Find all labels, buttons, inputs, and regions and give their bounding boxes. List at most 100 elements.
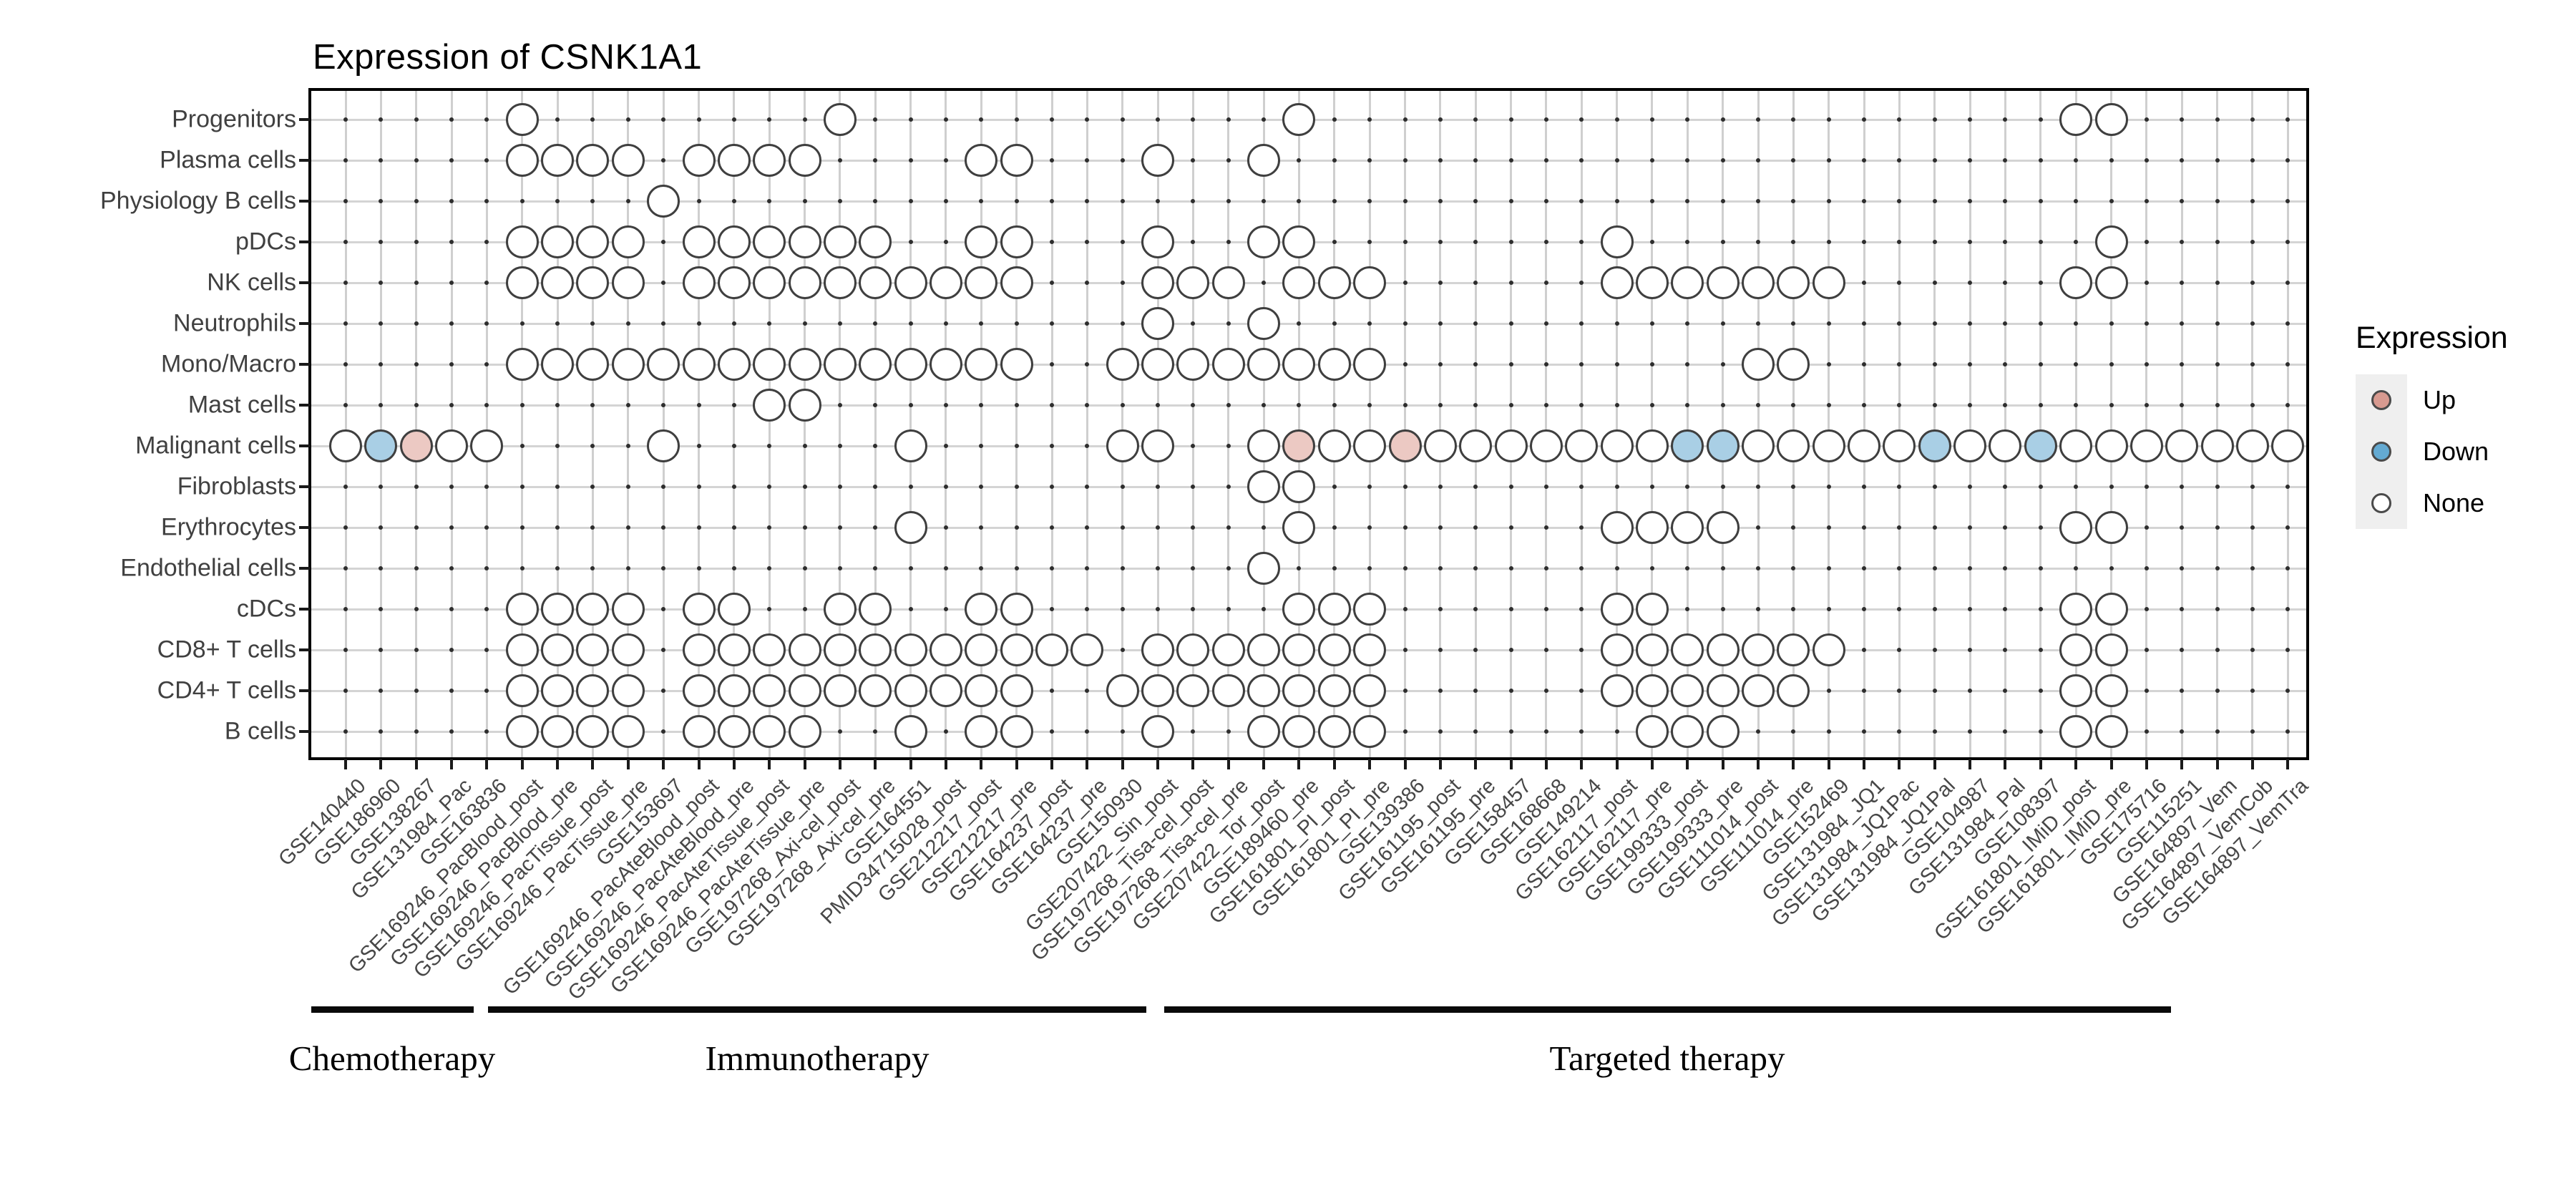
- x-axis-tick: [2074, 759, 2078, 769]
- data-dot-none: [576, 593, 610, 626]
- grid-line-vertical: [1050, 91, 1053, 757]
- grid-intersection-dot: [1402, 117, 1407, 122]
- grid-intersection-dot: [1685, 566, 1690, 570]
- grid-intersection-dot: [1791, 321, 1796, 326]
- grid-intersection-dot: [2285, 158, 2290, 162]
- grid-intersection-dot: [1367, 240, 1372, 244]
- grid-intersection-dot: [1085, 607, 1090, 611]
- y-axis-tick: [299, 363, 310, 366]
- grid-intersection-dot: [414, 403, 419, 407]
- grid-intersection-dot: [519, 199, 525, 203]
- grid-intersection-dot: [908, 403, 913, 407]
- y-axis-tick: [299, 404, 310, 407]
- grid-intersection-dot: [661, 240, 666, 244]
- grid-line-vertical: [1968, 91, 1971, 757]
- grid-intersection-dot: [1191, 321, 1196, 326]
- grid-intersection-dot: [2109, 403, 2114, 407]
- grid-intersection-dot: [2215, 607, 2220, 611]
- y-axis-label: pDCs: [235, 228, 296, 256]
- grid-intersection-dot: [555, 403, 560, 407]
- grid-intersection-dot: [1332, 158, 1337, 162]
- grid-intersection-dot: [1862, 607, 1867, 611]
- grid-line-vertical: [485, 91, 488, 757]
- grid-intersection-dot: [1402, 729, 1407, 734]
- y-axis-label: Erythrocytes: [161, 513, 296, 541]
- grid-intersection-dot: [1226, 403, 1231, 407]
- grid-intersection-dot: [1579, 648, 1584, 652]
- data-dot-none: [1247, 307, 1281, 340]
- grid-intersection-dot: [1191, 199, 1196, 203]
- grid-intersection-dot: [1508, 199, 1513, 203]
- grid-intersection-dot: [2003, 525, 2008, 530]
- data-dot-none: [859, 593, 892, 626]
- data-dot-none: [929, 633, 962, 666]
- data-dot-none: [1423, 429, 1457, 462]
- data-dot-none: [1353, 348, 1387, 381]
- grid-intersection-dot: [1791, 525, 1796, 530]
- grid-intersection-dot: [1543, 403, 1548, 407]
- grid-intersection-dot: [1932, 362, 1937, 366]
- grid-intersection-dot: [625, 485, 630, 489]
- data-dot-none: [1742, 266, 1775, 299]
- data-dot-none: [1211, 266, 1245, 299]
- grid-intersection-dot: [1579, 321, 1584, 326]
- grid-intersection-dot: [1897, 566, 1902, 570]
- y-axis-tick: [299, 567, 310, 570]
- grid-intersection-dot: [1367, 117, 1372, 122]
- grid-intersection-dot: [1720, 485, 1725, 489]
- legend-item-label: Down: [2423, 437, 2489, 466]
- grid-intersection-dot: [2180, 117, 2185, 122]
- grid-intersection-dot: [343, 240, 348, 244]
- data-dot-none: [965, 593, 998, 626]
- grid-line-vertical: [2074, 91, 2077, 757]
- data-dot-none: [717, 593, 751, 626]
- grid-intersection-dot: [1050, 281, 1054, 285]
- grid-intersection-dot: [343, 158, 348, 162]
- grid-intersection-dot: [2285, 362, 2290, 366]
- data-dot-none: [788, 266, 821, 299]
- grid-intersection-dot: [1120, 729, 1125, 734]
- data-dot-none: [1353, 266, 1387, 299]
- data-dot-none: [2200, 429, 2234, 462]
- grid-intersection-dot: [484, 362, 489, 366]
- data-dot-none: [1176, 348, 1210, 381]
- grid-intersection-dot: [1402, 321, 1407, 326]
- grid-intersection-dot: [1791, 485, 1796, 489]
- grid-intersection-dot: [1191, 158, 1196, 162]
- grid-intersection-dot: [1508, 403, 1513, 407]
- grid-intersection-dot: [555, 321, 560, 326]
- grid-intersection-dot: [837, 566, 842, 570]
- data-dot-none: [576, 674, 610, 707]
- grid-intersection-dot: [2180, 321, 2185, 326]
- grid-intersection-dot: [1756, 485, 1760, 489]
- grid-line-vertical: [556, 91, 559, 757]
- data-dot-none: [329, 429, 362, 462]
- grid-intersection-dot: [1543, 525, 1548, 530]
- grid-intersection-dot: [1614, 158, 1619, 162]
- grid-intersection-dot: [802, 607, 807, 611]
- grid-intersection-dot: [2144, 199, 2149, 203]
- grid-intersection-dot: [379, 362, 384, 366]
- grid-intersection-dot: [1862, 362, 1867, 366]
- grid-intersection-dot: [414, 648, 419, 652]
- grid-intersection-dot: [1367, 158, 1372, 162]
- grid-intersection-dot: [343, 566, 348, 570]
- x-axis-tick: [450, 759, 454, 769]
- grid-intersection-dot: [2074, 485, 2079, 489]
- grid-intersection-dot: [1050, 485, 1054, 489]
- grid-intersection-dot: [2003, 321, 2008, 326]
- data-dot-none: [1600, 633, 1634, 666]
- x-axis-tick: [520, 759, 524, 769]
- grid-intersection-dot: [414, 689, 419, 693]
- data-dot-none: [647, 348, 680, 381]
- grid-intersection-dot: [943, 321, 948, 326]
- grid-intersection-dot: [555, 566, 560, 570]
- grid-intersection-dot: [2074, 566, 2079, 570]
- grid-intersection-dot: [379, 403, 384, 407]
- data-dot-none: [1141, 674, 1175, 707]
- grid-intersection-dot: [414, 281, 419, 285]
- data-dot-none: [505, 225, 539, 258]
- data-dot-none: [1777, 266, 1810, 299]
- data-dot-none: [1989, 429, 2022, 462]
- data-dot-none: [576, 225, 610, 258]
